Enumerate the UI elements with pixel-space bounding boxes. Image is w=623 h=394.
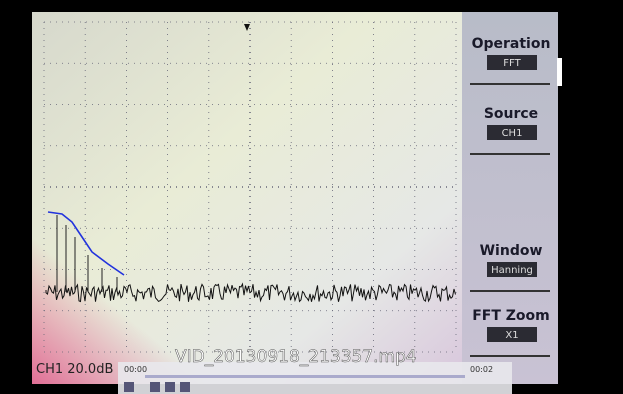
time-end[interactable]: 00:02 <box>470 365 493 374</box>
menu-value: Hanning <box>491 265 533 276</box>
menu-label: Source <box>484 106 538 122</box>
prev-button[interactable] <box>165 382 175 392</box>
menu-value: FFT <box>503 58 521 69</box>
channel-scale: CH1 20.0dB <box>36 362 113 377</box>
time-start: 00:00 <box>124 365 147 374</box>
menu-value: X1 <box>505 330 518 341</box>
screenshot: Operation FFT Source CH1 Window Hanning FFT Zo… <box>0 0 623 394</box>
next-button[interactable] <box>180 382 190 392</box>
stop-button[interactable] <box>150 382 160 392</box>
indicator <box>557 58 562 86</box>
menu-value: CH1 <box>502 128 523 139</box>
play-button[interactable] <box>124 382 134 392</box>
menu-label: Operation <box>472 36 551 52</box>
progress-bar[interactable] <box>145 375 465 378</box>
menu-label: Window <box>480 243 543 259</box>
menu-label: FFT Zoom <box>472 308 550 324</box>
video-filename: VID_20130918_213357.mp4 <box>175 347 417 367</box>
